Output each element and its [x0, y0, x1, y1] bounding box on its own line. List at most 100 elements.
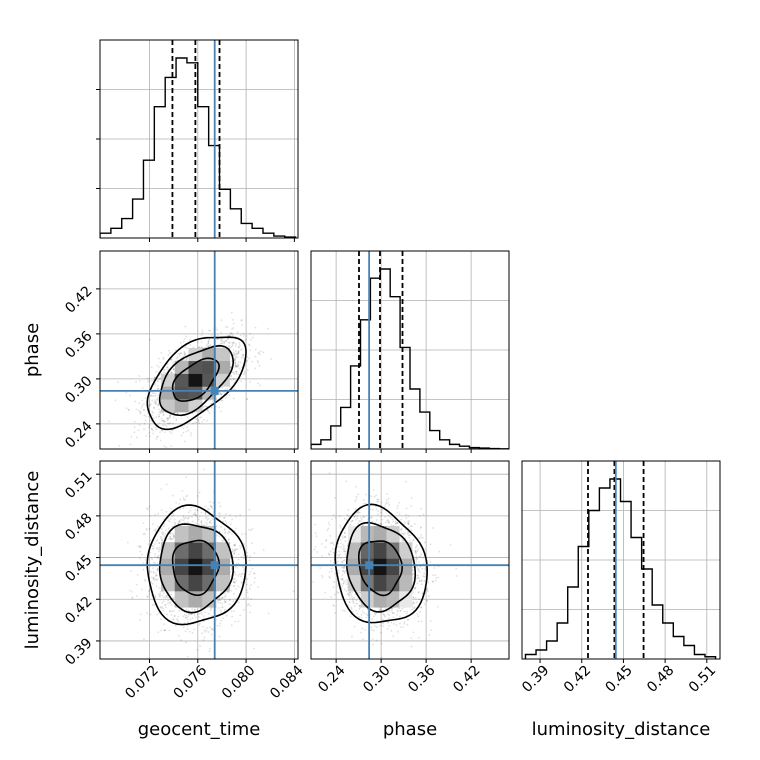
sample-point: [228, 591, 230, 593]
sample-point: [200, 334, 203, 336]
sample-point: [157, 554, 160, 557]
y-tick-label: 0.51: [62, 469, 95, 502]
sample-point: [355, 495, 358, 498]
sample-point: [409, 539, 412, 542]
sample-point: [406, 623, 409, 626]
sample-point: [172, 597, 175, 600]
sample-point: [387, 621, 390, 624]
sample-point: [168, 520, 171, 523]
sample-point: [189, 509, 192, 512]
sample-point: [216, 599, 219, 602]
sample-point: [386, 627, 389, 630]
sample-point: [166, 363, 169, 365]
sample-point: [418, 568, 421, 571]
sample-point: [196, 509, 199, 512]
sample-point: [166, 419, 169, 422]
sample-point: [185, 476, 187, 478]
sample-point: [165, 446, 168, 449]
sample-point: [209, 647, 211, 650]
sample-point: [387, 514, 390, 517]
sample-point: [172, 534, 175, 537]
sample-point: [163, 368, 165, 371]
sample-point: [421, 567, 424, 570]
sample-point: [163, 368, 166, 371]
sample-point: [338, 550, 341, 553]
sample-point: [149, 338, 151, 341]
sample-point: [153, 407, 155, 409]
sample-point: [157, 525, 160, 528]
sample-point: [228, 529, 231, 531]
sample-point: [144, 562, 147, 565]
density-cell: [188, 386, 203, 400]
sample-point: [233, 354, 236, 357]
sample-point: [386, 519, 389, 522]
density-cell: [386, 574, 400, 592]
sample-point: [168, 416, 171, 419]
sample-point: [152, 545, 155, 547]
sample-point: [371, 638, 374, 641]
sample-point: [400, 529, 403, 531]
sample-point: [204, 505, 207, 508]
sample-point: [207, 345, 210, 348]
sample-point: [372, 629, 375, 632]
sample-point: [170, 432, 173, 435]
sample-point: [242, 356, 245, 358]
sample-point: [157, 396, 159, 399]
sample-point: [373, 495, 376, 498]
sample-point: [223, 528, 226, 530]
sample-point: [148, 593, 151, 596]
sample-point: [202, 625, 204, 628]
y-axis-phase-1: 0.240.300.360.42: [62, 283, 100, 452]
sample-point: [419, 610, 421, 613]
sample-point: [387, 497, 390, 500]
sample-point: [418, 555, 421, 558]
sample-point: [138, 402, 140, 405]
sample-point: [420, 533, 423, 536]
sample-point: [125, 391, 128, 394]
sample-point: [236, 353, 239, 355]
sample-point: [151, 410, 154, 413]
sample-point: [380, 501, 383, 504]
sample-point: [417, 561, 420, 564]
sample-point: [225, 614, 228, 617]
sample-point: [116, 381, 119, 384]
sample-point: [172, 514, 175, 517]
sample-point: [195, 514, 197, 517]
sample-point: [313, 548, 316, 551]
sample-point: [202, 639, 205, 642]
histogram-panel-phase-plot-area: [311, 251, 509, 449]
sample-point: [228, 345, 230, 347]
sample-point: [169, 538, 172, 540]
sample-point: [355, 511, 358, 514]
sample-point: [191, 607, 194, 610]
sample-point: [184, 498, 187, 501]
sample-point: [152, 417, 155, 419]
sample-point: [240, 380, 242, 383]
sample-point: [108, 420, 111, 423]
sample-point: [204, 513, 207, 516]
sample-point: [380, 631, 382, 634]
sample-point: [236, 365, 239, 368]
sample-point: [415, 555, 418, 558]
sample-point: [345, 480, 348, 483]
sample-point: [420, 620, 423, 623]
sample-point: [417, 576, 420, 579]
sample-point: [414, 547, 417, 549]
sample-point: [230, 610, 233, 613]
sample-point: [179, 352, 182, 355]
sample-point: [412, 566, 415, 569]
sample-point: [151, 558, 154, 561]
sample-point: [384, 615, 386, 618]
sample-point: [198, 491, 201, 494]
sample-point: [399, 626, 402, 628]
sample-point: [242, 542, 245, 545]
sample-point: [173, 536, 175, 538]
sample-point: [235, 343, 237, 345]
sample-point: [239, 334, 242, 337]
sample-point: [169, 414, 171, 417]
sample-point: [370, 516, 373, 519]
sample-point: [171, 515, 173, 517]
sample-point: [233, 359, 236, 361]
sample-point: [248, 357, 251, 360]
sample-point: [371, 643, 374, 646]
